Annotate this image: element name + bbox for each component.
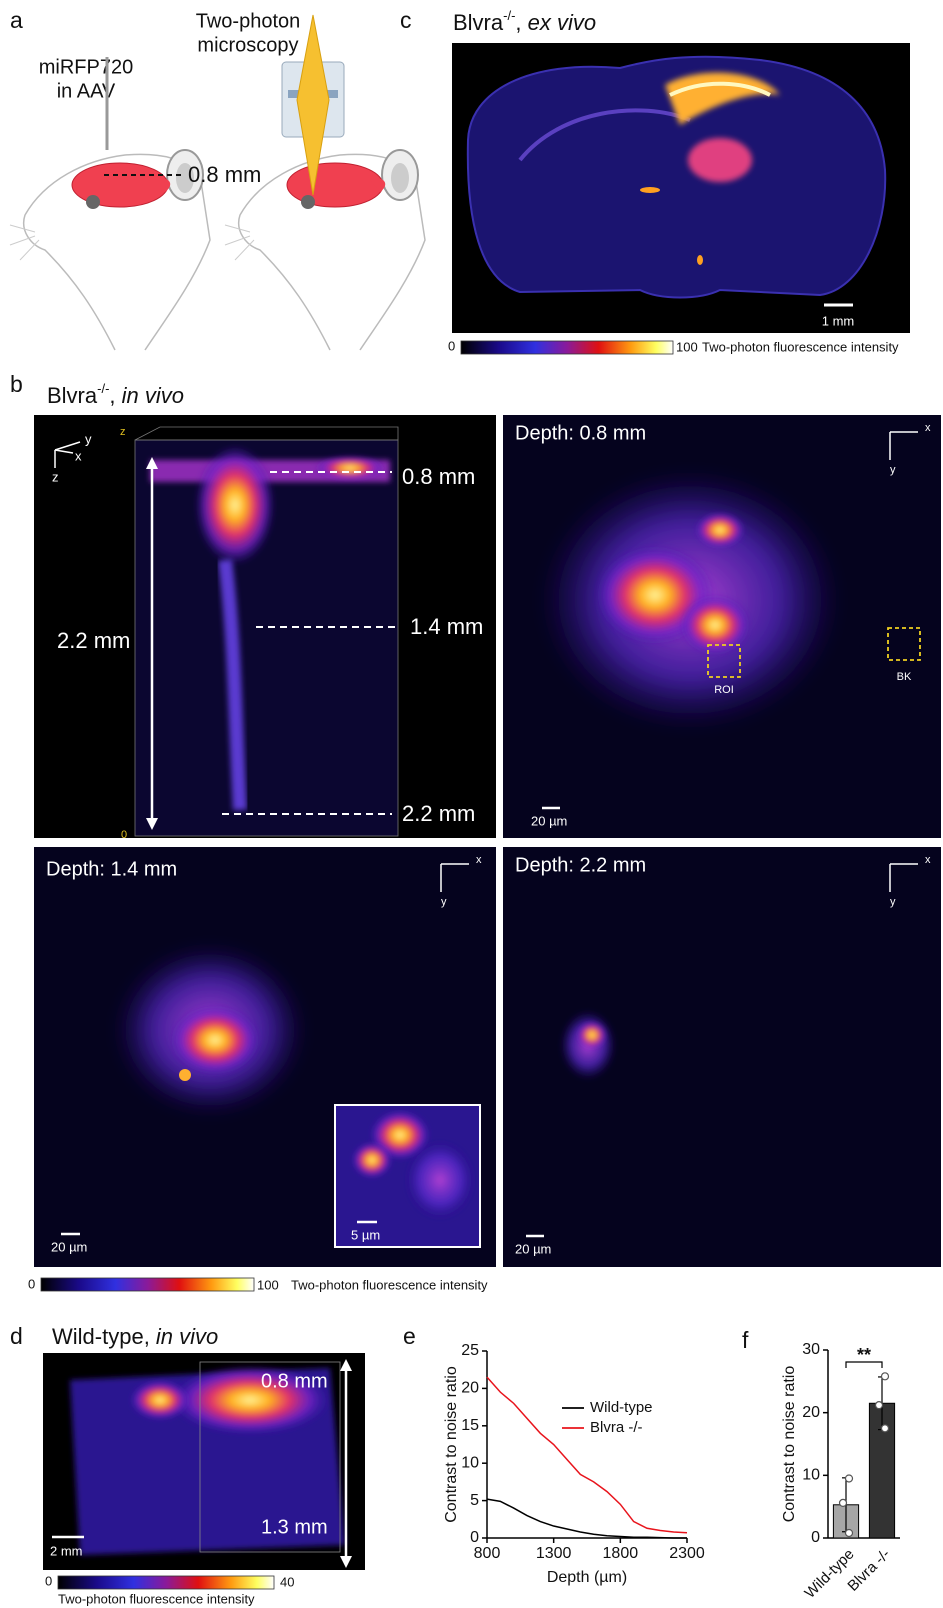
bk-label: BK [897, 671, 912, 683]
panel-label: d [10, 1323, 23, 1349]
title-sep: , [109, 383, 121, 408]
colorbar-label: Two-photon fluorescence intensity [291, 1277, 488, 1292]
colorbar-min: 0 [28, 1276, 35, 1291]
series-line [487, 1499, 687, 1538]
data-point [882, 1373, 889, 1380]
axis-label: z [52, 469, 59, 484]
x-tick-label: 2300 [669, 1545, 705, 1562]
y-tick-label: 5 [470, 1492, 479, 1509]
axis-label: x [75, 448, 82, 463]
y-tick-label: 20 [802, 1404, 820, 1421]
x-tick-label: 1800 [603, 1545, 639, 1562]
figure: a miRFP720 in AAV 0.8 mm Two-photon micr… [0, 0, 943, 1608]
scale-bar-label: 20 µm [531, 813, 567, 828]
axis-label: y [890, 464, 896, 476]
colorbar-max: 100 [257, 1277, 279, 1292]
depth-label: 2.2 mm [402, 801, 475, 826]
title-sup: -/- [97, 381, 109, 396]
axis-label: x [925, 422, 931, 434]
data-point [882, 1425, 889, 1432]
scale-bar-label: 5 µm [351, 1227, 380, 1242]
colorbar-max: 40 [280, 1574, 294, 1589]
significance-label: ** [857, 1345, 871, 1365]
colorbar [461, 341, 673, 354]
slice-signal [540, 470, 840, 730]
title-condition: in vivo [156, 1324, 218, 1349]
total-depth: 2.2 mm [57, 628, 130, 653]
depth-label: 1.3 mm [261, 1516, 328, 1538]
depth-label: 1.4 mm [410, 614, 483, 639]
panel-label: f [742, 1327, 749, 1353]
depth-label: 0.8 mm [402, 464, 475, 489]
mouse-illustration [10, 150, 210, 350]
slice-title: Depth: 0.8 mm [515, 422, 646, 444]
title-condition: ex vivo [528, 10, 596, 35]
brain-section [468, 57, 885, 298]
axis-label: y [441, 896, 447, 908]
panel-label: b [10, 371, 23, 397]
data-point [846, 1475, 853, 1482]
title-name: Blvra [453, 10, 504, 35]
data-point [876, 1402, 883, 1409]
roi-label: ROI [714, 684, 734, 696]
x-axis-label: Depth (µm) [547, 1569, 627, 1586]
y-tick-label: 10 [461, 1454, 479, 1471]
data-point [846, 1529, 853, 1536]
colorbar-label: Two-photon fluorescence intensity [58, 1591, 255, 1606]
panel-title: Blvra-/-, in vivo [47, 381, 184, 408]
title-sep: , [144, 1324, 156, 1349]
title-sup: -/- [503, 8, 515, 23]
y-tick-label: 10 [802, 1467, 820, 1484]
colorbar-max: 100 [676, 339, 698, 354]
microscope-label: microscopy [197, 34, 298, 56]
depth-label: 0.8 mm [261, 1370, 328, 1392]
axis-label: y [890, 896, 896, 908]
corner-label: 0 [121, 829, 127, 841]
colorbar [58, 1576, 274, 1589]
title-name: Wild-type [52, 1324, 144, 1349]
y-tick-label: 15 [461, 1417, 479, 1434]
panel-label: e [403, 1323, 416, 1349]
panel-label: a [10, 7, 23, 33]
scale-bar-label: 1 mm [822, 313, 855, 328]
volume-render [135, 427, 398, 836]
axis-label: x [476, 854, 482, 866]
x-tick-label: 1300 [536, 1545, 572, 1562]
y-tick-label: 25 [461, 1342, 479, 1359]
depth-label: 0.8 mm [188, 162, 261, 187]
colorbar-min: 0 [448, 338, 455, 353]
x-tick-label: 800 [474, 1545, 501, 1562]
colorbar [41, 1278, 254, 1291]
microscope-label: Two-photon [196, 10, 301, 32]
colorbar-min: 0 [45, 1573, 52, 1588]
y-tick-label: 0 [470, 1529, 479, 1546]
scale-bar-label: 2 mm [50, 1543, 83, 1558]
x-tick-label: Wild-type [801, 1546, 857, 1602]
scale-bar-label: 20 µm [51, 1239, 87, 1254]
title-condition: in vivo [122, 383, 184, 408]
colorbar-label: Two-photon fluorescence intensity [702, 339, 899, 354]
data-point [840, 1499, 847, 1506]
slice-title: Depth: 2.2 mm [515, 854, 646, 876]
panel-title: Wild-type, in vivo [52, 1324, 218, 1349]
scale-bar-label: 20 µm [515, 1241, 551, 1256]
panel-title: Blvra-/-, ex vivo [453, 8, 596, 35]
title-name: Blvra [47, 383, 98, 408]
slice-title: Depth: 1.4 mm [46, 858, 177, 880]
y-tick-label: 20 [461, 1380, 479, 1397]
legend-label: Wild-type [590, 1399, 653, 1416]
corner-label: z [120, 426, 126, 438]
y-tick-label: 0 [811, 1529, 820, 1546]
panel-label: c [400, 7, 412, 33]
title-sep: , [515, 10, 527, 35]
y-axis-label: Contrast to noise ratio [443, 1366, 460, 1523]
legend-label: Blvra -/- [590, 1419, 643, 1436]
axis-label: y [85, 431, 92, 446]
axis-label: x [925, 854, 931, 866]
y-axis-label: Contrast to noise ratio [781, 1366, 798, 1523]
slice-signal [115, 945, 305, 1115]
injection-label: miRFP720 [39, 56, 133, 78]
y-tick-label: 30 [802, 1341, 820, 1358]
slice-signal [560, 1010, 616, 1080]
